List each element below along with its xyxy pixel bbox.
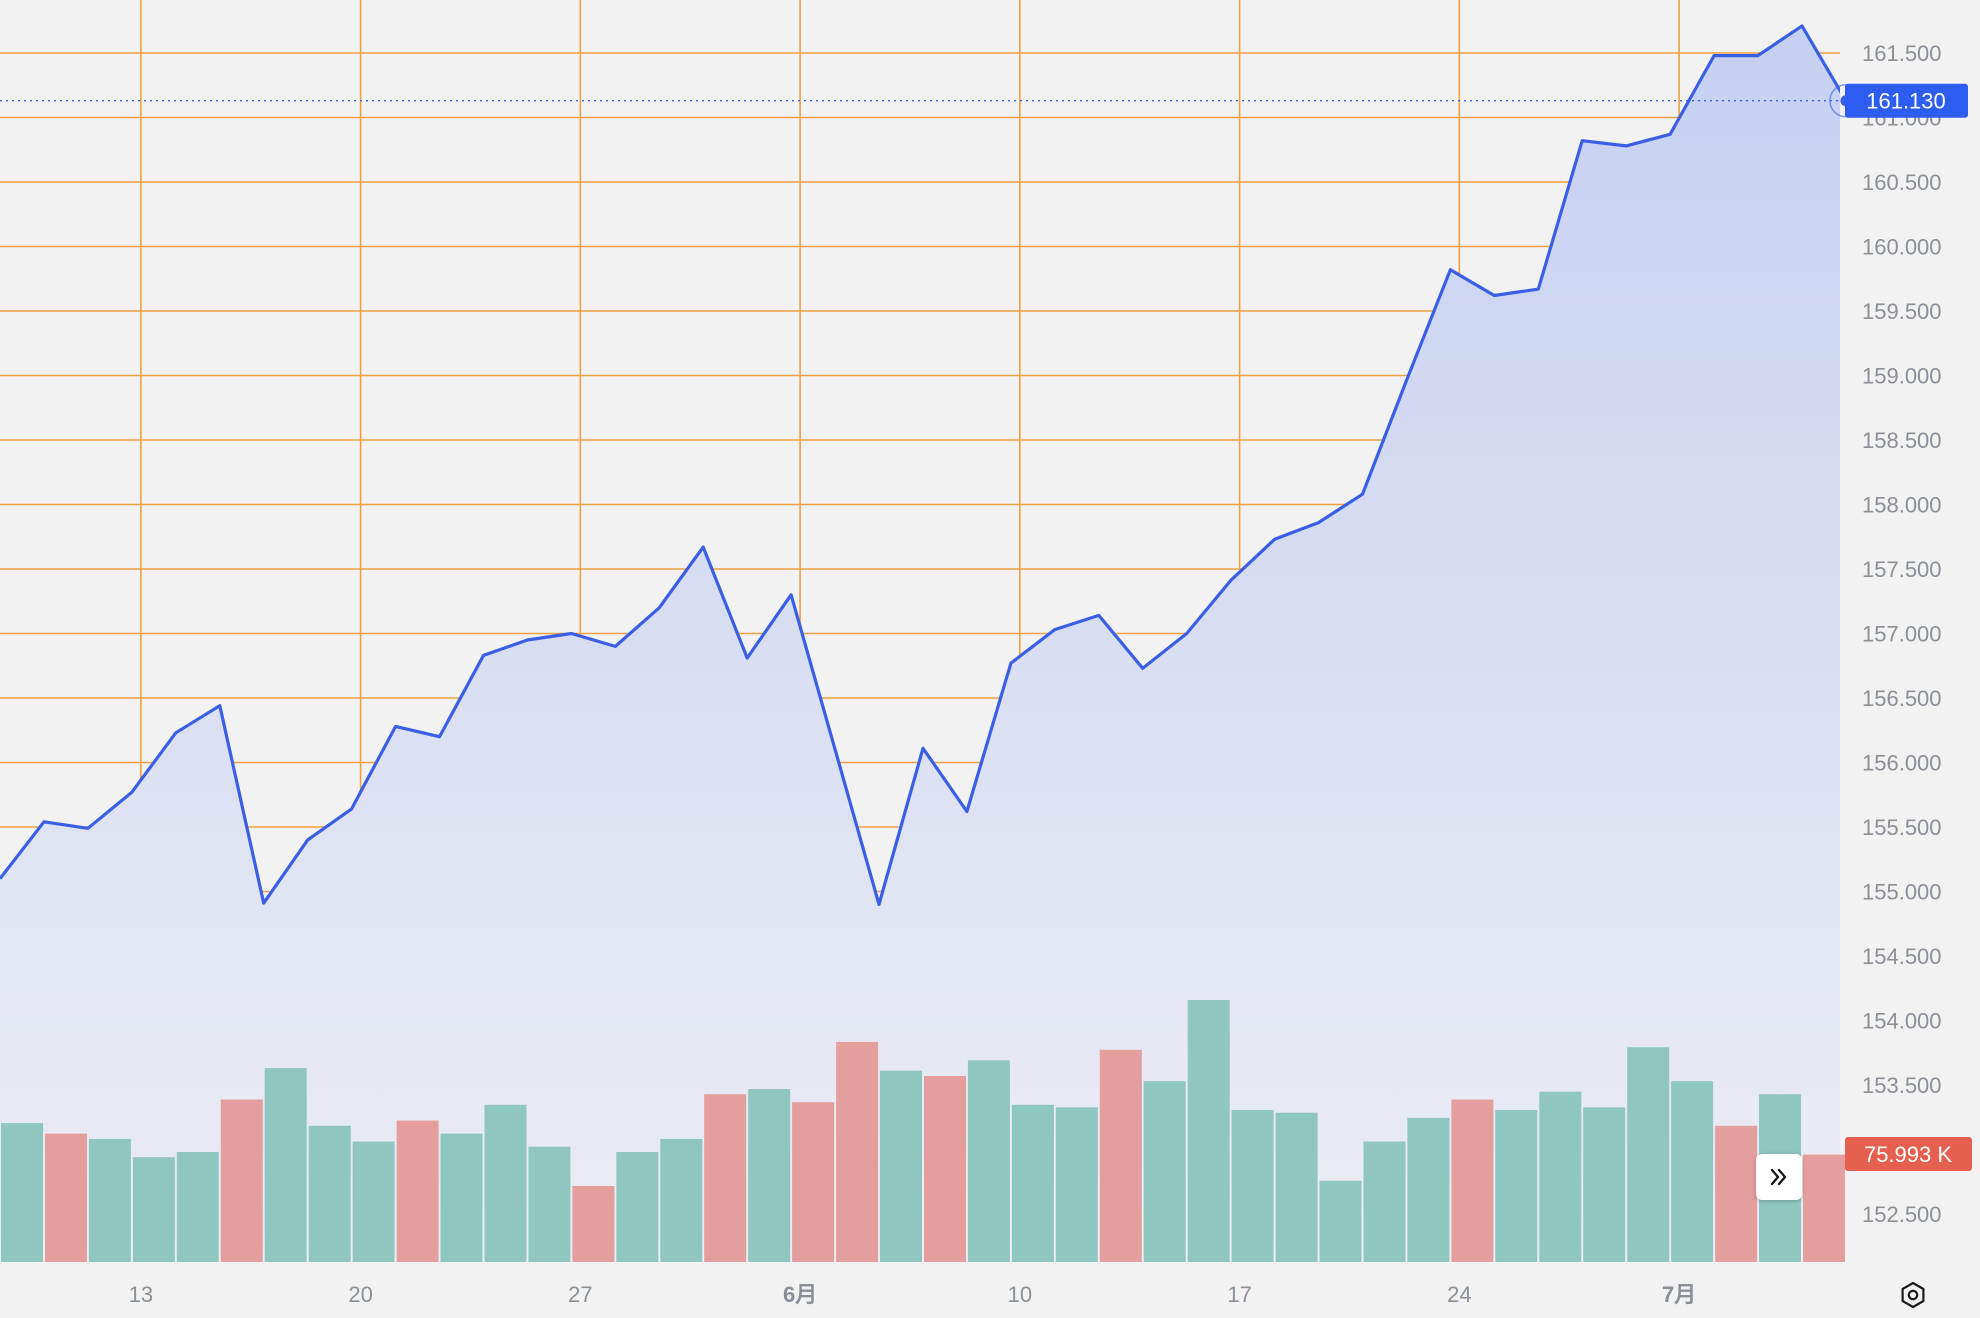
y-tick-label: 158.000 <box>1862 493 1942 518</box>
chart-settings-button[interactable] <box>1896 1278 1930 1312</box>
last-price-badge <box>1845 83 1968 118</box>
volume-bars <box>1 1000 1845 1262</box>
volume-bar <box>1671 1081 1714 1262</box>
y-tick-label: 156.000 <box>1862 751 1942 776</box>
volume-bar <box>1583 1107 1626 1262</box>
volume-bar <box>440 1133 483 1262</box>
volume-bar <box>880 1070 922 1262</box>
double-chevron-right-icon <box>1770 1168 1787 1186</box>
volume-bar <box>748 1089 791 1262</box>
volume-bar <box>1451 1099 1494 1262</box>
last-price-marker <box>0 83 1863 118</box>
volume-bar <box>264 1068 307 1262</box>
volume-bar <box>484 1104 527 1262</box>
y-tick-label: 160.000 <box>1862 235 1942 260</box>
volume-bar <box>704 1094 747 1262</box>
value-badges: 161.130 75.993 K <box>1845 83 1972 1171</box>
volume-bar <box>220 1099 263 1262</box>
y-tick-label: 155.000 <box>1862 880 1942 905</box>
volume-bar <box>924 1076 966 1262</box>
x-tick-label: 27 <box>568 1282 592 1307</box>
volume-bar <box>396 1120 439 1262</box>
volume-bar <box>967 1060 1010 1262</box>
volume-bar <box>616 1152 659 1262</box>
volume-bar <box>660 1138 703 1262</box>
last-volume-badge <box>1845 1137 1972 1171</box>
volume-bar <box>1803 1154 1845 1262</box>
volume-bar <box>1011 1104 1054 1262</box>
y-tick-label: 155.500 <box>1862 815 1942 840</box>
y-tick-label: 158.500 <box>1862 428 1942 453</box>
last-price-value: 161.130 <box>1866 89 1946 114</box>
volume-bar <box>1363 1141 1406 1262</box>
x-tick-label: 24 <box>1447 1282 1471 1307</box>
volume-bar <box>1407 1117 1450 1262</box>
volume-bar <box>1 1123 43 1262</box>
scroll-to-latest-button[interactable] <box>1756 1154 1802 1200</box>
y-tick-label: 154.000 <box>1862 1009 1942 1034</box>
last-volume-value: 75.993 K <box>1864 1142 1952 1167</box>
x-tick-label: 10 <box>1008 1282 1032 1307</box>
hexagon-settings-icon <box>1901 1281 1925 1309</box>
volume-bar <box>1715 1125 1758 1262</box>
y-axis: 161.500161.000160.500160.000159.500159.0… <box>1862 41 1942 1227</box>
price-line-path <box>0 24 1840 906</box>
price-area <box>0 25 1840 1262</box>
volume-bar <box>176 1152 219 1262</box>
volume-bar <box>1319 1180 1362 1262</box>
volume-bar <box>572 1186 615 1262</box>
volume-bar <box>88 1138 131 1262</box>
volume-bar <box>792 1102 835 1262</box>
volume-bar <box>1495 1110 1538 1262</box>
volume-bar <box>352 1141 395 1262</box>
x-tick-label: 20 <box>348 1282 372 1307</box>
volume-bar <box>45 1133 87 1262</box>
price-area-fill <box>0 25 1840 1262</box>
volume-bar <box>1539 1091 1582 1262</box>
x-tick-label: 6月 <box>783 1282 817 1307</box>
volume-bar <box>132 1157 175 1262</box>
price-line <box>0 24 1840 906</box>
volume-bar <box>1055 1107 1098 1262</box>
y-tick-label: 157.000 <box>1862 622 1942 647</box>
volume-bar <box>1099 1049 1142 1262</box>
volume-bar <box>308 1125 351 1262</box>
y-tick-label: 160.500 <box>1862 170 1942 195</box>
volume-bar <box>836 1041 879 1262</box>
x-axis: 13 20 27 6月 10 17 24 7月 <box>129 1282 1697 1307</box>
volume-bar <box>1275 1112 1318 1262</box>
y-tick-label: 159.000 <box>1862 364 1942 389</box>
volume-bar <box>1187 1000 1230 1262</box>
y-tick-label: 157.500 <box>1862 557 1942 582</box>
volume-bar <box>1627 1047 1670 1262</box>
volume-bar <box>528 1146 571 1262</box>
x-tick-label: 13 <box>129 1282 153 1307</box>
volume-bar <box>1143 1081 1186 1262</box>
x-tick-label: 7月 <box>1662 1282 1696 1307</box>
y-tick-label: 161.500 <box>1862 41 1942 66</box>
y-tick-label: 152.500 <box>1862 1202 1942 1227</box>
volume-bar <box>1231 1110 1274 1262</box>
y-tick-label: 156.500 <box>1862 686 1942 711</box>
x-tick-label: 17 <box>1227 1282 1251 1307</box>
y-tick-label: 153.500 <box>1862 1073 1942 1098</box>
y-tick-label: 159.500 <box>1862 299 1942 324</box>
y-tick-label: 154.500 <box>1862 944 1942 969</box>
